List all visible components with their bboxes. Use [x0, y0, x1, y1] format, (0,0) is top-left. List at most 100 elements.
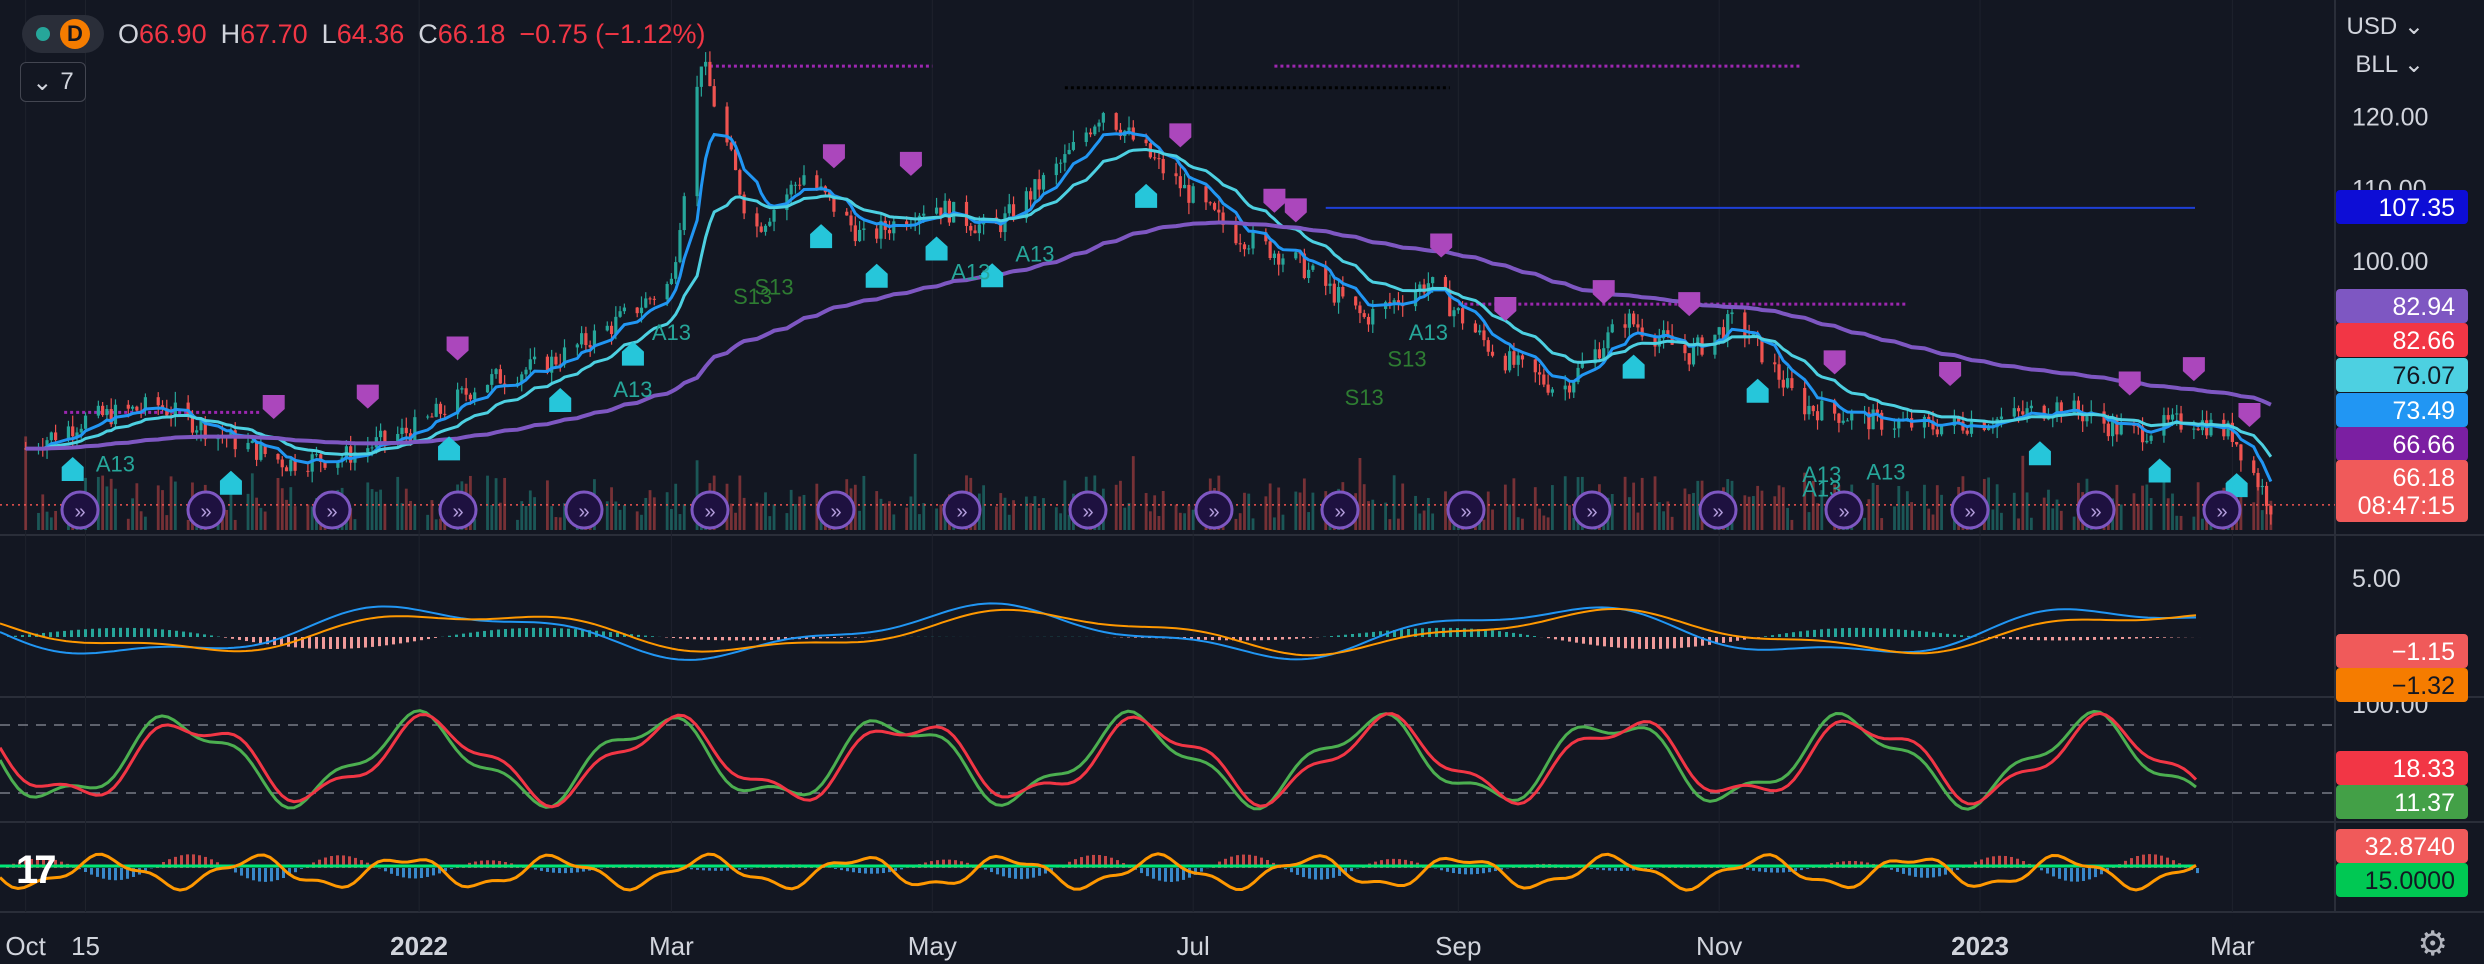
volume-bar: [1114, 484, 1118, 530]
volume-bar: [1653, 476, 1657, 530]
candle-body: [2046, 418, 2051, 420]
tradingview-logo[interactable]: 17: [16, 848, 56, 892]
macd-histogram-bar: [49, 632, 52, 637]
oscillator-histogram-bar: [1590, 868, 1593, 869]
oscillator-histogram-bar: [2154, 854, 2157, 868]
macd-histogram-bar: [1400, 629, 1403, 637]
volume-bar: [1927, 508, 1931, 530]
interval-badge[interactable]: D: [60, 19, 90, 49]
volume-bar: [2047, 489, 2050, 530]
volume-bar: [888, 501, 891, 530]
candle-body: [284, 467, 289, 472]
x-tick-label-1: 15: [71, 931, 100, 961]
macd-histogram-bar: [378, 637, 381, 647]
volume-bar: [1178, 512, 1182, 530]
oscillator-histogram-bar: [1182, 868, 1185, 880]
currency-selector[interactable]: USD ⌄: [2347, 12, 2424, 41]
candle-body: [1999, 416, 2004, 420]
candle-body: [635, 307, 639, 314]
candle-body: [592, 330, 597, 348]
candle-body: [109, 409, 113, 425]
oscillator-histogram-bar: [96, 868, 99, 877]
volume-bar: [922, 503, 926, 530]
volume-bar: [935, 508, 938, 530]
candle-body: [79, 428, 83, 433]
volume-bar: [1007, 514, 1011, 530]
volume-bar: [1059, 513, 1062, 530]
volume-bar: [1418, 513, 1422, 530]
candle-body: [498, 369, 502, 384]
macd-histogram-bar: [1967, 635, 1970, 637]
macd-histogram-bar: [476, 631, 479, 637]
volume-bar: [1033, 496, 1037, 530]
candle-body: [143, 397, 148, 411]
candle-body: [973, 230, 977, 234]
oscillator-histogram-bar: [1002, 868, 1005, 877]
volume-bar: [439, 518, 442, 530]
candle-body: [430, 416, 434, 418]
oscillator-histogram-bar: [1404, 859, 1407, 868]
event-arrow-icon: »: [2090, 501, 2101, 523]
candle-body: [1054, 163, 1058, 176]
candle-body: [310, 454, 314, 472]
event-circle-icon: [186, 490, 226, 530]
oscillator-histogram-bar: [1752, 868, 1755, 871]
volume-bar: [1174, 504, 1178, 530]
candle-body: [1696, 337, 1700, 346]
macd-histogram-bar: [2016, 637, 2019, 640]
macd-histogram-bar: [1274, 637, 1277, 640]
oscillator-histogram-bar: [1284, 868, 1287, 870]
symbol-selector[interactable]: BLL ⌄: [2355, 50, 2424, 79]
x-tick-label-0: Oct: [5, 931, 46, 961]
oscillator-histogram-bar: [2142, 854, 2145, 868]
oscillator-histogram-bar: [246, 868, 249, 879]
oscillator-histogram-bar: [486, 860, 489, 868]
volume-bar: [1550, 485, 1554, 530]
volume-bar: [220, 518, 224, 530]
macd-histogram-bar: [322, 637, 325, 649]
candle-body: [699, 66, 703, 87]
volume-bar: [995, 506, 998, 530]
oscillator-histogram-bar: [1956, 868, 1959, 870]
candle-body: [1486, 340, 1490, 352]
candle-body: [1221, 212, 1225, 225]
volume-bar: [734, 512, 737, 530]
candle-body: [964, 201, 969, 226]
symbol-pill[interactable]: D: [22, 15, 104, 53]
volume-bar: [131, 498, 134, 530]
candle-body: [1242, 244, 1247, 250]
candle-body: [2016, 408, 2021, 412]
volume-bar: [37, 512, 40, 530]
macd-histogram-bar: [1925, 631, 1928, 637]
oscillator-histogram-bar: [444, 868, 447, 872]
macd-histogram-bar: [1666, 637, 1669, 649]
macd-histogram-bar: [1680, 637, 1683, 648]
candle-body: [588, 345, 592, 348]
candle-body: [1965, 430, 1969, 434]
volume-bar: [785, 513, 789, 530]
oscillator-histogram-bar: [408, 868, 411, 879]
volume-bar: [858, 510, 861, 530]
macd-histogram-bar: [1484, 629, 1487, 637]
volume-bar: [1251, 518, 1255, 530]
volume-bar: [1756, 485, 1760, 530]
oscillator-histogram-bar: [426, 868, 429, 877]
gear-icon[interactable]: ⚙: [2417, 925, 2448, 963]
volume-bar: [622, 505, 626, 530]
oscillator-histogram-bar: [546, 868, 549, 872]
macd-histogram-bar: [805, 637, 808, 639]
volume-bar: [1760, 490, 1764, 530]
candle-body: [233, 430, 237, 450]
macd-histogram-bar: [1204, 637, 1207, 640]
macd-histogram-bar: [1701, 637, 1704, 646]
candle-body: [2230, 422, 2234, 443]
macd-histogram-bar: [308, 637, 311, 649]
oscillator-histogram-bar: [354, 857, 357, 868]
macd-histogram-bar: [749, 637, 752, 641]
indicators-toggle-button[interactable]: ⌄ 7: [20, 62, 86, 102]
change-value: −0.75 (−1.12%): [519, 18, 706, 49]
volume-bar: [1871, 482, 1875, 530]
volume-bar: [729, 503, 733, 530]
candle-body: [1029, 191, 1033, 200]
